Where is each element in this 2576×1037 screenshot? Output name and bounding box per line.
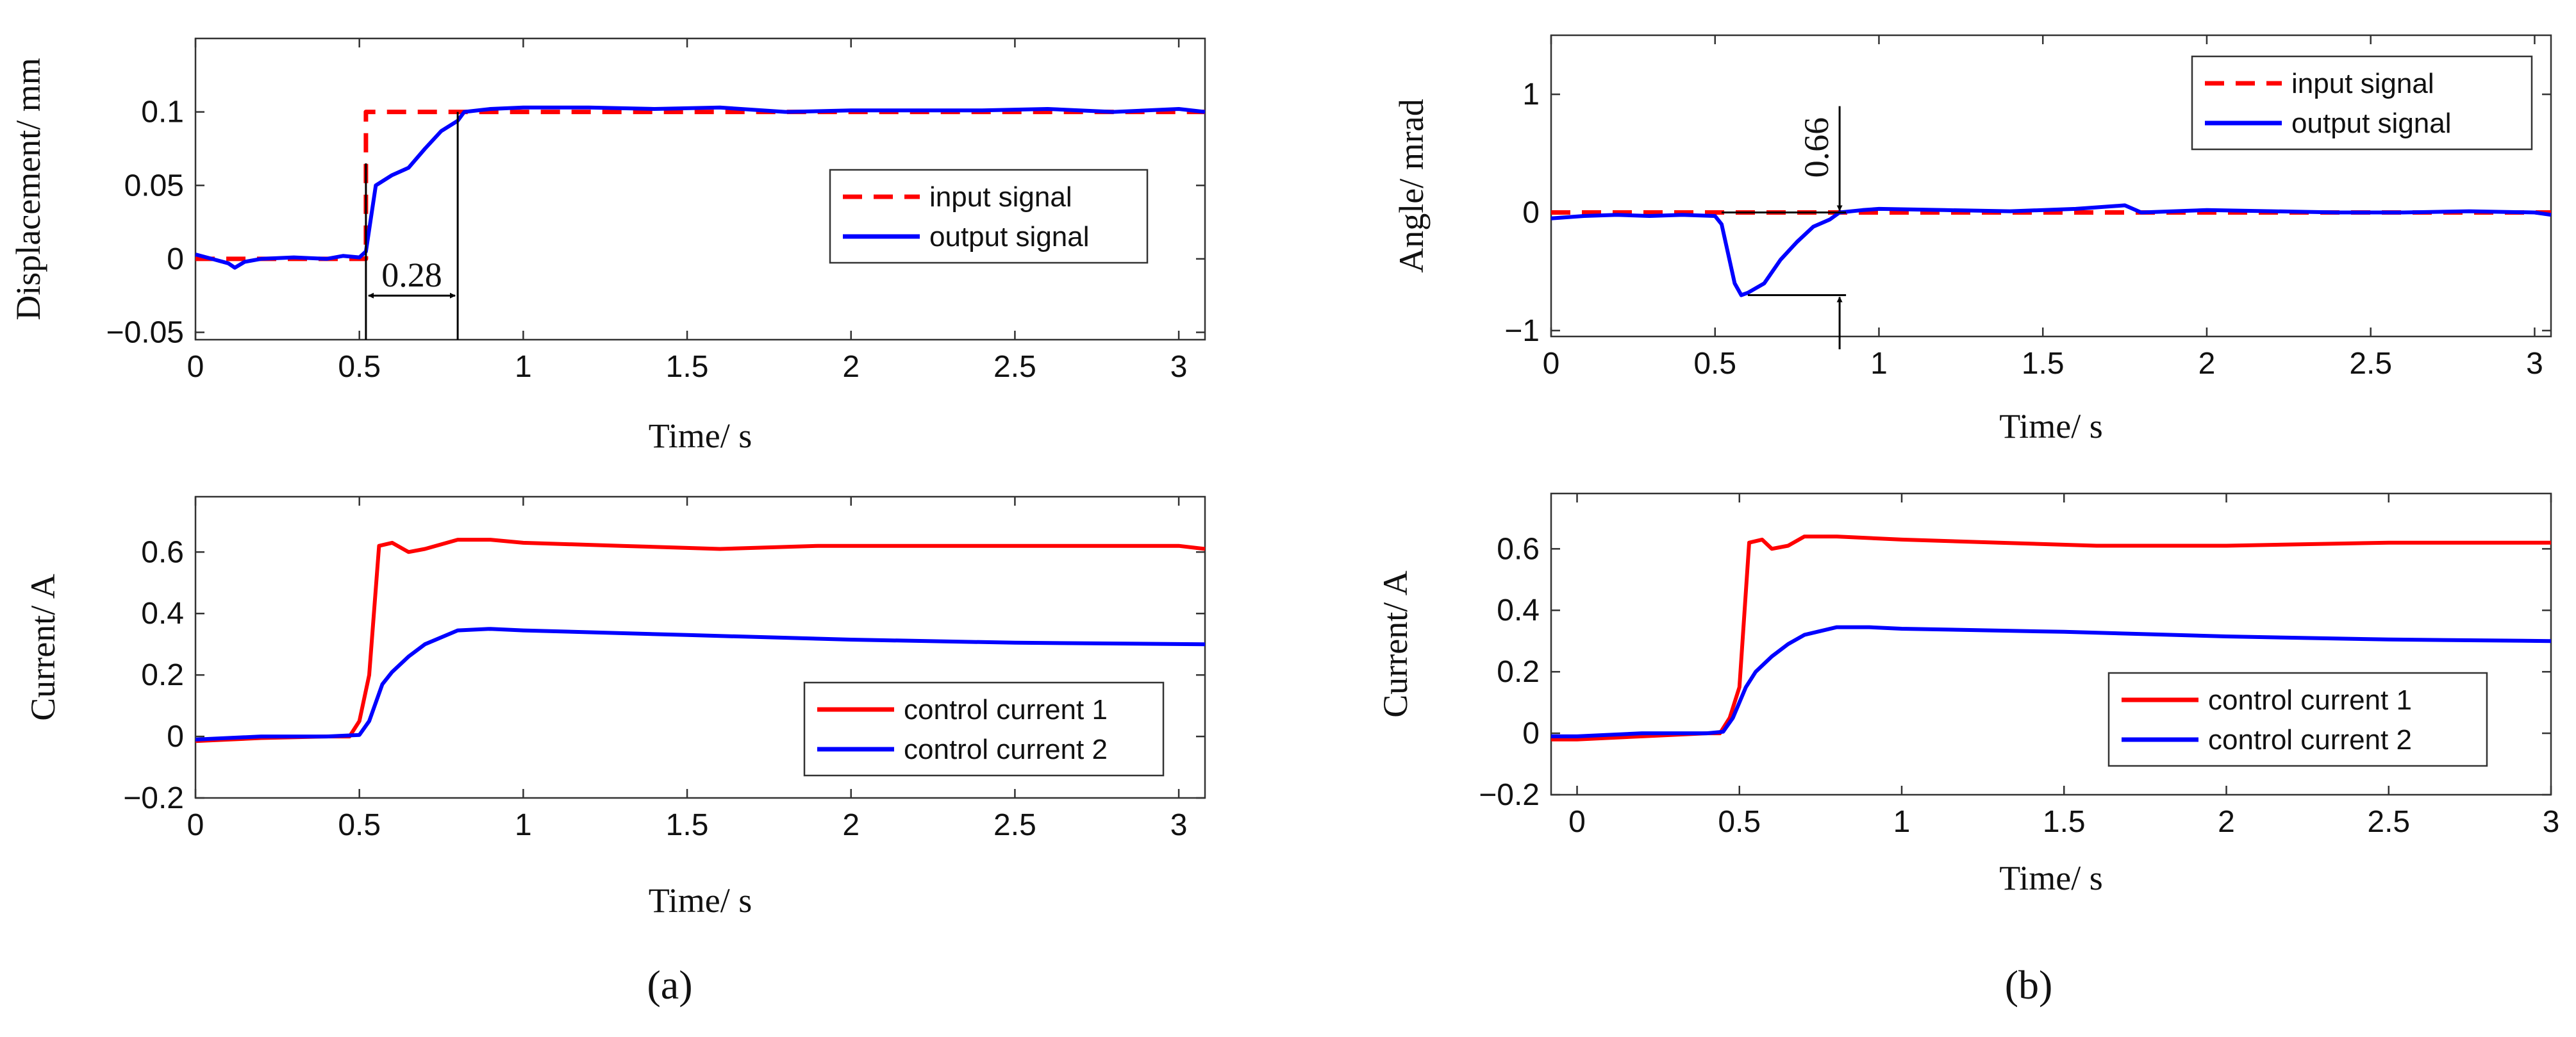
annotation-label: 0.66: [1797, 117, 1836, 178]
y-axis-label: Angle/ mrad: [1392, 99, 1431, 272]
y-tick-label: −0.2: [123, 781, 184, 815]
legend-box: [829, 169, 1149, 264]
legend: input signal output signal: [829, 169, 1149, 264]
legend: control current 1 control current 2: [2107, 672, 2488, 767]
x-tick-label: 3: [1170, 350, 1188, 384]
x-tick-label: 2.5: [2349, 347, 2392, 381]
legend: input signal output signal: [2191, 55, 2533, 151]
legend-entry: input signal: [2291, 68, 2434, 99]
y-tick-label: −0.2: [1479, 778, 1540, 812]
y-tick-label: −1: [1504, 314, 1540, 348]
y-tick-label: 0.6: [1497, 532, 1540, 566]
y-tick-label: −0.05: [106, 316, 184, 350]
y-axis-label: Current/ A: [1376, 570, 1415, 717]
x-tick-label: 1: [515, 808, 532, 842]
x-tick-label: 0: [1568, 805, 1586, 839]
x-tick-label: 2.5: [993, 350, 1036, 384]
legend-box: [2107, 672, 2488, 767]
y-tick-label: 0.05: [124, 169, 184, 203]
series-line-control-current-1: [195, 538, 1206, 743]
legend-entry: control current 1: [904, 694, 1108, 726]
x-axis-label: Time/ s: [1999, 407, 2103, 445]
x-tick-label: 2.5: [993, 808, 1036, 842]
y-tick-label: 0: [1522, 717, 1540, 751]
x-tick-label: 1: [515, 350, 532, 384]
x-tick-label: 2.5: [2367, 805, 2410, 839]
series-line-control-current-2: [195, 627, 1206, 742]
x-tick-label: 0: [187, 350, 204, 384]
x-axis-label: Time/ s: [1999, 859, 2103, 897]
x-tick-label: 1.5: [666, 808, 709, 842]
x-tick-label: 0.5: [338, 808, 381, 842]
x-tick-label: 3: [1170, 808, 1188, 842]
series-line-control-current-2: [1551, 625, 2552, 738]
x-tick-label: 3: [2526, 347, 2543, 381]
y-tick-label: 0.2: [1497, 655, 1540, 689]
x-tick-label: 1.5: [666, 350, 709, 384]
legend: control current 1 control current 2: [803, 681, 1165, 777]
y-axis-label: Current/ A: [24, 574, 62, 720]
legend-box: [2191, 55, 2533, 151]
y-tick-label: 0.4: [1497, 593, 1540, 627]
legend-entry: control current 2: [904, 734, 1108, 765]
x-tick-label: 3: [2543, 805, 2560, 839]
x-tick-label: 2: [2218, 805, 2235, 839]
legend-entry: output signal: [929, 221, 1090, 253]
x-tick-label: 2: [842, 808, 860, 842]
x-axis-label: Time/ s: [649, 881, 752, 920]
x-axis-label: Time/ s: [649, 417, 752, 455]
legend-entry: output signal: [2291, 108, 2452, 139]
legend-entry: control current 1: [2208, 684, 2412, 716]
x-tick-label: 0: [1543, 347, 1560, 381]
series-line-output-signal: [1550, 203, 2552, 297]
y-tick-label: 1: [1522, 78, 1540, 112]
x-tick-label: 1: [1870, 347, 1888, 381]
x-tick-label: 1.5: [2022, 347, 2065, 381]
panel-label-b: (b): [2005, 962, 2053, 1008]
plot-frame: [1550, 492, 2552, 796]
x-tick-label: 1: [1893, 805, 1911, 839]
y-tick-label: 0.4: [141, 597, 184, 631]
x-tick-label: 2: [842, 350, 860, 384]
legend-box: [803, 681, 1165, 777]
panel-label-a: (a): [647, 962, 692, 1008]
x-tick-label: 1.5: [2043, 805, 2086, 839]
x-tick-label: 0.5: [1693, 347, 1736, 381]
plot-frame: [194, 495, 1206, 799]
y-tick-label: 0: [1522, 195, 1540, 229]
legend-entry: input signal: [929, 181, 1072, 213]
chart-b-bottom: 0 0.5 1 1.5 2 2.5 3 −0.2 0 0.2 0.4 0.6 Time/ s Curren…: [1376, 492, 2560, 897]
legend-entry: control current 2: [2208, 724, 2412, 756]
plot-frame: [1550, 34, 2552, 338]
series-line-output-signal: [195, 105, 1206, 270]
y-tick-label: 0.1: [141, 95, 184, 129]
x-tick-label: 2: [2198, 347, 2216, 381]
y-axis-label: Displacement/ mm: [9, 58, 47, 320]
y-tick-label: 0.6: [141, 535, 184, 569]
x-tick-label: 0: [187, 808, 204, 842]
y-tick-label: 0: [167, 242, 184, 276]
y-tick-label: 0: [167, 720, 184, 754]
annotation-label: 0.28: [381, 256, 442, 294]
plot-frame: [194, 37, 1206, 341]
y-tick-label: 0.2: [141, 658, 184, 692]
x-tick-label: 0.5: [1718, 805, 1761, 839]
x-tick-label: 0.5: [338, 350, 381, 384]
